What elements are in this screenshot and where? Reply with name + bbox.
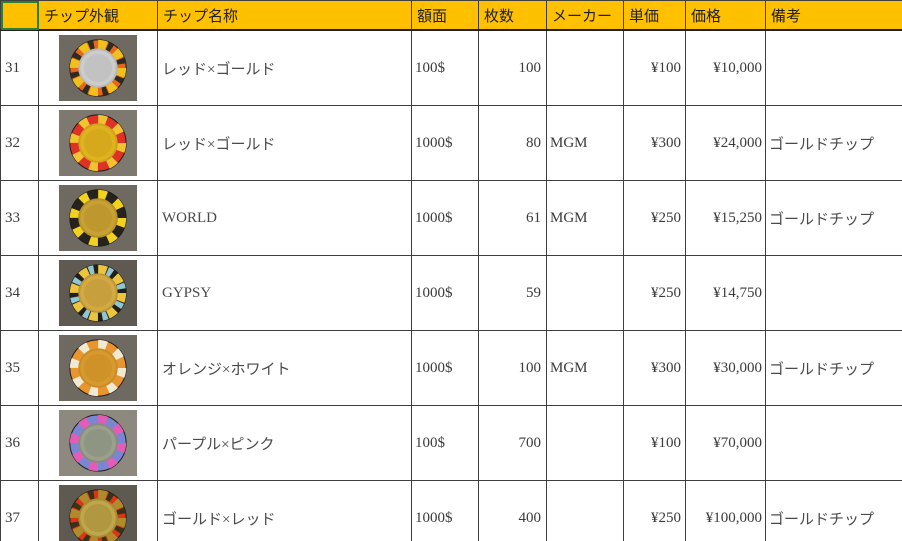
cell-price[interactable]: ¥100,000 (685, 480, 766, 541)
cell-count[interactable]: 400 (478, 480, 547, 541)
cell-maker[interactable]: MGM (546, 180, 624, 256)
cell-price[interactable]: ¥70,000 (685, 405, 766, 481)
header-chip-appearance[interactable]: チップ外観 (38, 0, 158, 31)
cell-chip-name[interactable]: パープル×ピンク (157, 405, 412, 481)
table-row: 31 レッド×ゴールド 100$ 100 ¥100 ¥10,000 (0, 29, 902, 106)
cell-chip-appearance (38, 255, 158, 331)
cell-chip-name[interactable]: WORLD (157, 180, 412, 256)
casino-chip-icon (69, 39, 127, 97)
cell-denomination[interactable]: 1000$ (411, 330, 479, 406)
cell-chip-appearance (38, 105, 158, 181)
cell-row-number[interactable]: 35 (0, 330, 39, 406)
cell-denomination[interactable]: 1000$ (411, 480, 479, 541)
cell-unit-price[interactable]: ¥100 (623, 405, 686, 481)
header-price[interactable]: 価格 (685, 0, 766, 31)
table-row: 33 WORLD 1000$ 61 MGM ¥250 ¥15,250 ゴールドチ… (0, 180, 902, 256)
chip-photo[interactable] (59, 185, 137, 251)
cell-price[interactable]: ¥24,000 (685, 105, 766, 181)
cell-count[interactable]: 700 (478, 405, 547, 481)
cell-count[interactable]: 59 (478, 255, 547, 331)
header-chip-name[interactable]: チップ名称 (157, 0, 412, 31)
cell-maker[interactable] (546, 405, 624, 481)
casino-chip-icon (69, 189, 127, 247)
cell-denomination[interactable]: 100$ (411, 29, 479, 106)
chip-photo[interactable] (59, 35, 137, 101)
cell-chip-appearance (38, 405, 158, 481)
cell-unit-price[interactable]: ¥250 (623, 180, 686, 256)
cell-maker[interactable] (546, 480, 624, 541)
table-row: 36 パープル×ピンク 100$ 700 ¥100 ¥70,000 (0, 405, 902, 481)
cell-count[interactable]: 61 (478, 180, 547, 256)
cell-maker[interactable] (546, 29, 624, 106)
active-cell[interactable] (0, 0, 39, 31)
cell-unit-price[interactable]: ¥300 (623, 330, 686, 406)
chip-photo[interactable] (59, 260, 137, 326)
cell-row-number[interactable]: 32 (0, 105, 39, 181)
cell-maker[interactable] (546, 255, 624, 331)
casino-chip-icon (69, 489, 127, 541)
header-notes[interactable]: 備考 (765, 0, 902, 31)
cell-row-number[interactable]: 37 (0, 480, 39, 541)
cell-unit-price[interactable]: ¥100 (623, 29, 686, 106)
cell-chip-appearance (38, 480, 158, 541)
cell-price[interactable]: ¥10,000 (685, 29, 766, 106)
cell-unit-price[interactable]: ¥300 (623, 105, 686, 181)
table-row: 37 ゴールド×レッド 1000$ 400 ¥250 ¥100,000 ゴールド… (0, 480, 902, 541)
cell-notes[interactable]: ゴールドチップ (765, 480, 902, 541)
cell-row-number[interactable]: 33 (0, 180, 39, 256)
cell-unit-price[interactable]: ¥250 (623, 255, 686, 331)
cell-denomination[interactable]: 1000$ (411, 105, 479, 181)
cell-notes[interactable]: ゴールドチップ (765, 180, 902, 256)
cell-chip-name[interactable]: レッド×ゴールド (157, 105, 412, 181)
cell-maker[interactable]: MGM (546, 105, 624, 181)
cell-price[interactable]: ¥15,250 (685, 180, 766, 256)
casino-chip-icon (69, 339, 127, 397)
cell-notes[interactable]: ゴールドチップ (765, 330, 902, 406)
header-row: チップ外観 チップ名称 額面 枚数 メーカー 単価 価格 備考 (0, 0, 902, 31)
casino-chip-icon (69, 264, 127, 322)
cell-price[interactable]: ¥14,750 (685, 255, 766, 331)
cell-chip-appearance (38, 29, 158, 106)
cell-chip-name[interactable]: レッド×ゴールド (157, 29, 412, 106)
cell-count[interactable]: 100 (478, 330, 547, 406)
header-denomination[interactable]: 額面 (411, 0, 479, 31)
cell-chip-name[interactable]: オレンジ×ホワイト (157, 330, 412, 406)
header-maker[interactable]: メーカー (546, 0, 624, 31)
cell-notes[interactable] (765, 405, 902, 481)
casino-chip-icon (69, 414, 127, 472)
cell-row-number[interactable]: 36 (0, 405, 39, 481)
header-unit-price[interactable]: 単価 (623, 0, 686, 31)
table-row: 32 レッド×ゴールド 1000$ 80 MGM ¥300 ¥24,000 ゴー… (0, 105, 902, 181)
cell-chip-appearance (38, 330, 158, 406)
cell-unit-price[interactable]: ¥250 (623, 480, 686, 541)
cell-count[interactable]: 80 (478, 105, 547, 181)
chip-photo[interactable] (59, 485, 137, 541)
cell-notes[interactable] (765, 255, 902, 331)
cell-maker[interactable]: MGM (546, 330, 624, 406)
cell-chip-name[interactable]: GYPSY (157, 255, 412, 331)
cell-notes[interactable] (765, 29, 902, 106)
cell-notes[interactable]: ゴールドチップ (765, 105, 902, 181)
chip-photo[interactable] (59, 335, 137, 401)
table-row: 35 オレンジ×ホワイト 1000$ 100 MGM ¥300 ¥30,000 … (0, 330, 902, 406)
chip-photo[interactable] (59, 110, 137, 176)
cell-count[interactable]: 100 (478, 29, 547, 106)
cell-denomination[interactable]: 1000$ (411, 255, 479, 331)
cell-row-number[interactable]: 34 (0, 255, 39, 331)
cell-row-number[interactable]: 31 (0, 29, 39, 106)
cell-chip-appearance (38, 180, 158, 256)
casino-chip-icon (69, 114, 127, 172)
table-row: 34 GYPSY 1000$ 59 ¥250 ¥14,750 (0, 255, 902, 331)
cell-denomination[interactable]: 100$ (411, 405, 479, 481)
cell-chip-name[interactable]: ゴールド×レッド (157, 480, 412, 541)
cell-denomination[interactable]: 1000$ (411, 180, 479, 256)
chip-photo[interactable] (59, 410, 137, 476)
cell-price[interactable]: ¥30,000 (685, 330, 766, 406)
header-count[interactable]: 枚数 (478, 0, 547, 31)
